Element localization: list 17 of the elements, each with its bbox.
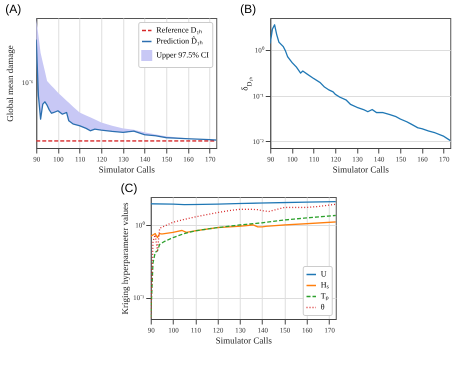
- legend-label: θ: [320, 302, 325, 312]
- legend-label: Tₚ: [320, 292, 329, 300]
- chart-title: (A): [5, 2, 22, 16]
- x-axis-title: Simulator Calls: [98, 164, 156, 174]
- legend-label: Upper 97.5% CI: [156, 50, 210, 60]
- x-axis-title: Simulator Calls: [216, 336, 272, 346]
- line-series: [270, 24, 450, 142]
- y-axis-title: Global mean damage: [4, 45, 15, 122]
- legend-label: Prediction D̂₁ₕ: [156, 36, 203, 46]
- y-axis-title: Kriging hyperparameter values: [120, 202, 130, 314]
- chart-title: (B): [240, 2, 256, 16]
- legend-label: Reference D₁ₕ: [156, 26, 202, 34]
- line-series: [150, 221, 336, 238]
- x-axis-title: Simulator Calls: [332, 164, 390, 174]
- legend-label: Hₛ: [320, 280, 330, 290]
- legend-label: U: [320, 270, 327, 278]
- chart-title: (C): [120, 181, 138, 195]
